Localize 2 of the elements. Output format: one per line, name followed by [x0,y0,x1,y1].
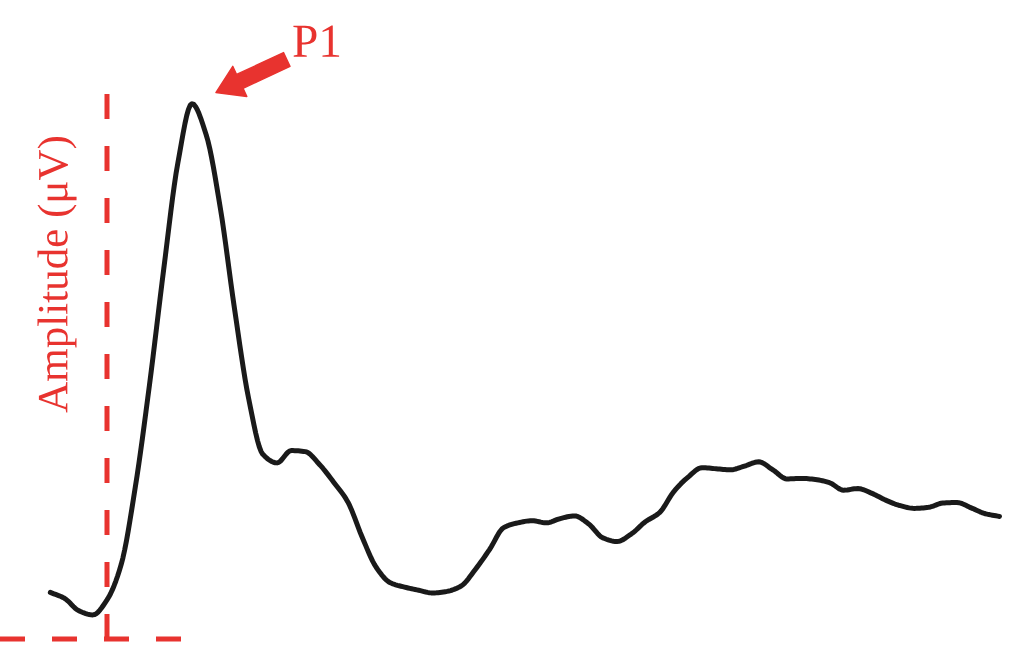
text: P1 [293,25,340,57]
y-axis-title: Amplitude (μV) [37,137,77,413]
